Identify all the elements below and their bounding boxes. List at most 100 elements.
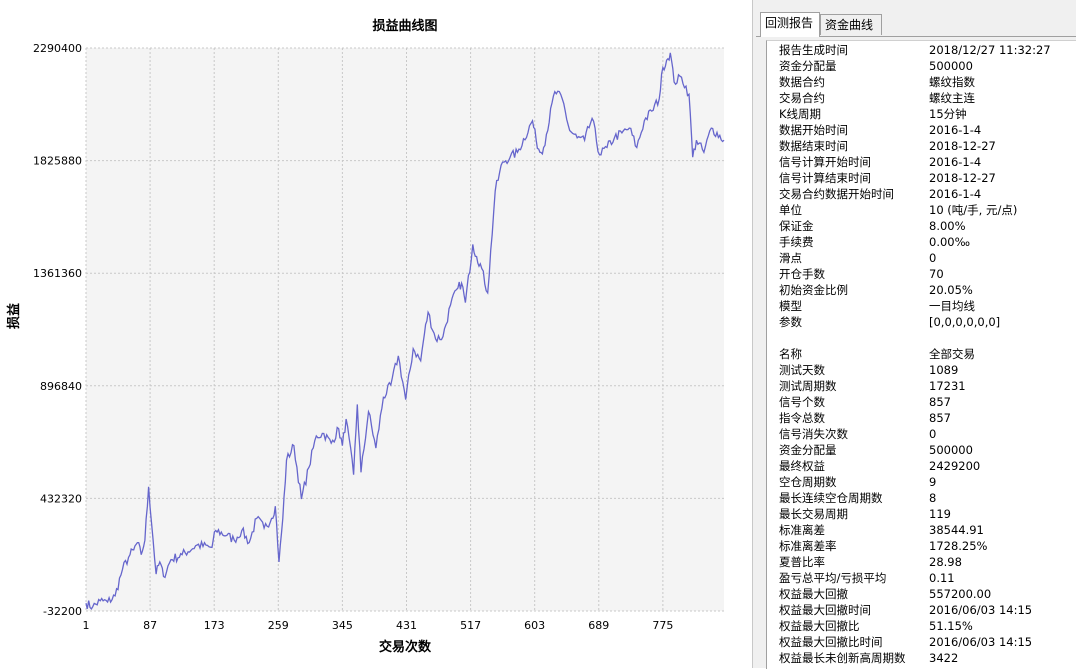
- report-value: 500000: [929, 59, 973, 73]
- chart-title: 损益曲线图: [372, 18, 437, 34]
- report-value: 15分钟: [929, 107, 967, 121]
- report-row: 滑点 0: [767, 250, 1076, 266]
- y-tick-label: -32200: [43, 605, 82, 618]
- report-value: 28.98: [929, 555, 962, 569]
- report-label: 信号个数: [779, 395, 825, 409]
- report-label: 资金分配量: [779, 443, 837, 457]
- report-row: 标准离差率 1728.25%: [767, 538, 1076, 554]
- report-label: 报告生成时间: [779, 43, 848, 57]
- report-value: 2018-12-27: [929, 171, 996, 185]
- report-value: 38544.91: [929, 523, 984, 537]
- report-value: 857: [929, 395, 951, 409]
- report-value: 1089: [929, 363, 959, 377]
- report-label: 标准离差率: [779, 539, 837, 553]
- report-label: 测试天数: [779, 363, 825, 377]
- x-tick-label: 603: [524, 619, 545, 632]
- y-tick-label: 1361360: [33, 267, 82, 280]
- report-row: 报告生成时间 2018/12/27 11:32:27: [767, 42, 1076, 58]
- tab-backtest-report[interactable]: 回测报告: [760, 12, 820, 37]
- report-value: 螺纹主连: [929, 91, 975, 105]
- y-tick-label: 1825880: [33, 155, 82, 168]
- report-value: 2016/06/03 14:15: [929, 603, 1033, 617]
- report-row: 测试周期数 17231: [767, 378, 1076, 394]
- report-value: 一目均线: [929, 299, 975, 313]
- report-label: 权益最大回撤比时间: [779, 635, 883, 649]
- report-row: 模型 一目均线: [767, 298, 1076, 314]
- report-label: 权益最大回撤比: [779, 619, 860, 633]
- x-axis-label: 交易次数: [379, 639, 432, 655]
- report-row: 名称 全部交易: [767, 346, 1076, 362]
- report-row: 盈亏总平均/亏损平均 0.11: [767, 570, 1076, 586]
- report-value: 857: [929, 411, 951, 425]
- report-value: 2016-1-4: [929, 123, 982, 137]
- report-label: 滑点: [779, 251, 802, 265]
- report-value: 51.15%: [929, 619, 973, 633]
- report-value: 1728.25%: [929, 539, 988, 553]
- report-label: 交易合约: [779, 91, 825, 105]
- report-value: 3422: [929, 651, 959, 665]
- report-value: 8.00%: [929, 219, 966, 233]
- report-label: 最终权益: [779, 459, 825, 473]
- report-label: 盈亏总平均/亏损平均: [779, 571, 887, 585]
- report-value: 8: [929, 491, 937, 505]
- x-tick-label: 1: [83, 619, 90, 632]
- report-value: 557200.00: [929, 587, 992, 601]
- report-row: 指令总数 857: [767, 410, 1076, 426]
- report-row: 资金分配量 500000: [767, 58, 1076, 74]
- report-row: 信号计算结束时间 2018-12-27: [767, 170, 1076, 186]
- report-label: 参数: [779, 315, 802, 329]
- report-value: 20.05%: [929, 283, 973, 297]
- report-row: 最长交易周期 119: [767, 506, 1076, 522]
- x-tick-label: 689: [588, 619, 609, 632]
- report-value: [0,0,0,0,0,0]: [929, 315, 1001, 329]
- report-value: 0.11: [929, 571, 955, 585]
- report-label: 最长交易周期: [779, 507, 848, 521]
- report-value: 螺纹指数: [929, 75, 975, 89]
- panel-splitter[interactable]: [752, 0, 757, 668]
- y-axis-label: 损益: [6, 303, 22, 329]
- report-row: 最终权益 2429200: [767, 458, 1076, 474]
- report-row: 权益最长未创新高周期数 3422: [767, 650, 1076, 666]
- report-row: 初始资金比例 20.05%: [767, 282, 1076, 298]
- plot-background: [86, 48, 724, 611]
- report-value: 0.00‰: [929, 235, 971, 249]
- report-value: 10 (吨/手, 元/点): [929, 203, 1018, 217]
- report-value: 17231: [929, 379, 966, 393]
- report-label: 单位: [779, 203, 802, 217]
- report-row: 信号个数 857: [767, 394, 1076, 410]
- report-row: 权益最大回撤比 51.15%: [767, 618, 1076, 634]
- report-value: 0: [929, 251, 937, 265]
- report-label: 数据开始时间: [779, 123, 848, 137]
- x-tick-label: 173: [204, 619, 225, 632]
- report-row: 交易合约 螺纹主连: [767, 90, 1076, 106]
- report-row: 手续费 0.00‰: [767, 234, 1076, 250]
- report-value: 119: [929, 507, 951, 521]
- y-tick-label: 896840: [40, 380, 82, 393]
- report-row: 夏普比率 28.98: [767, 554, 1076, 570]
- tab-bar: 回测报告 资金曲线: [756, 12, 1076, 37]
- tab-equity-curve[interactable]: 资金曲线: [820, 14, 882, 35]
- report-label: 权益最大回撤: [779, 587, 848, 601]
- report-label: 指令总数: [779, 411, 825, 425]
- equity-chart: 损益曲线图 交易次数 损益 1 87 173 259 345 431 517 603 689 77…: [6, 18, 725, 655]
- report-row: 权益最大回撤时间 2016/06/03 14:15: [767, 602, 1076, 618]
- report-label: 信号计算开始时间: [779, 155, 871, 169]
- report-row: 最长连续空仓周期数 8: [767, 490, 1076, 506]
- report-label: 权益最长未创新高周期数: [779, 651, 906, 665]
- report-label: 空仓周期数: [779, 475, 837, 489]
- report-label: 标准离差: [779, 523, 825, 537]
- report-row: 权益最大回撤比时间 2016/06/03 14:15: [767, 634, 1076, 650]
- report-row: 信号计算开始时间 2016-1-4: [767, 154, 1076, 170]
- report-value: 9: [929, 475, 937, 489]
- report-row: 数据开始时间 2016-1-4: [767, 122, 1076, 138]
- report-label: 信号消失次数: [779, 427, 848, 441]
- grid-lines: [85, 47, 724, 612]
- report-row: 保证金 8.00%: [767, 218, 1076, 234]
- report-value: 2016/06/03 14:15: [929, 635, 1033, 649]
- report-row: 数据合约 螺纹指数: [767, 74, 1076, 90]
- report-row: 数据结束时间 2018-12-27: [767, 138, 1076, 154]
- report-row: 单位 10 (吨/手, 元/点): [767, 202, 1076, 218]
- report-value: 2018/12/27 11:32:27: [929, 43, 1051, 57]
- report-panel: 回测报告 资金曲线 报告生成时间 2018/12/27 11:32:27 资金分配量…: [756, 0, 1076, 669]
- x-tick-label: 345: [332, 619, 353, 632]
